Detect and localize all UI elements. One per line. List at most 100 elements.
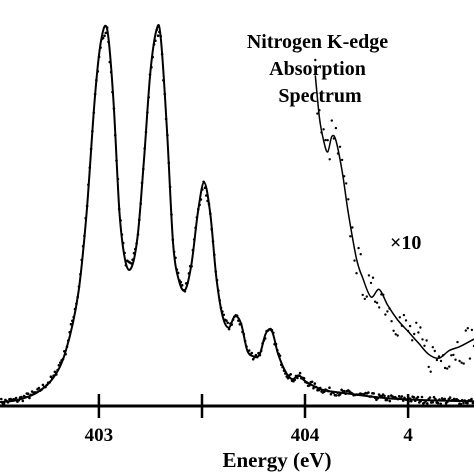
data-point: [443, 397, 447, 401]
data-point: [431, 346, 434, 349]
fit-curve-x10: [314, 75, 474, 360]
data-point: [413, 332, 416, 336]
data-points: [0, 26, 474, 407]
scale-factor-label: ×10: [390, 232, 421, 254]
data-point: [14, 396, 18, 400]
data-point: [439, 359, 443, 363]
data-point: [437, 355, 441, 358]
data-point: [347, 198, 350, 201]
data-point: [468, 357, 472, 360]
data-point: [386, 310, 389, 313]
data-point: [425, 339, 428, 342]
title-line-2: Absorption: [269, 58, 366, 80]
data-point: [411, 339, 414, 342]
data-point: [385, 398, 389, 402]
data-point: [369, 281, 373, 285]
data-point: [326, 139, 329, 142]
data-point: [421, 338, 424, 341]
x-tick-label: 4: [403, 425, 413, 446]
data-point: [355, 272, 358, 275]
data-point: [383, 394, 386, 398]
data-point: [390, 320, 393, 323]
data-point: [470, 328, 474, 332]
data-point: [400, 395, 404, 398]
x-axis-label: Energy (eV): [222, 448, 331, 472]
data-point: [357, 246, 360, 250]
data-point: [373, 300, 377, 303]
data-point: [328, 386, 331, 390]
data-point: [367, 274, 371, 277]
data-point: [322, 128, 325, 131]
data-point: [404, 319, 408, 322]
data-point: [2, 402, 6, 405]
data-point: [439, 402, 443, 406]
data-point: [458, 359, 461, 363]
data-point: [324, 138, 327, 142]
data-point: [396, 334, 399, 337]
data-point: [313, 382, 317, 385]
data-point: [156, 34, 160, 37]
data-point: [289, 373, 293, 376]
data-point: [41, 383, 45, 387]
data-point: [388, 399, 392, 403]
fit-curve: [0, 24, 474, 404]
data-point: [398, 316, 401, 319]
data-point: [387, 395, 390, 398]
data-point: [298, 371, 302, 375]
title-line-1: Nitrogen K-edge: [247, 31, 388, 53]
data-point: [462, 362, 465, 365]
data-point: [384, 313, 387, 316]
data-point: [349, 235, 352, 238]
data-point: [310, 380, 314, 384]
data-point: [454, 358, 457, 361]
data-point: [0, 397, 3, 401]
data-point: [334, 126, 338, 130]
data-point: [334, 394, 338, 397]
data-point: [471, 401, 474, 405]
data-point: [402, 313, 406, 317]
x-tick-label: 403: [85, 425, 114, 446]
data-point: [420, 395, 424, 399]
data-point: [251, 357, 255, 361]
data-point: [375, 301, 379, 304]
data-point: [363, 297, 366, 301]
data-point: [408, 324, 412, 328]
data-point: [330, 119, 333, 122]
data-point: [446, 367, 449, 370]
data-point: [448, 365, 451, 368]
data-point: [372, 392, 376, 395]
data-point: [314, 58, 317, 62]
data-point: [312, 386, 315, 390]
data-point: [429, 370, 432, 373]
data-point: [367, 391, 370, 394]
data-point: [452, 353, 455, 357]
data-point: [338, 145, 342, 148]
data-point: [433, 349, 436, 353]
data-point: [460, 361, 463, 364]
data-point: [226, 321, 229, 325]
data-point: [431, 401, 435, 404]
data-point: [466, 401, 469, 405]
data-point: [365, 295, 368, 298]
data-point: [436, 401, 440, 405]
data-point: [225, 319, 228, 322]
data-point: [371, 276, 375, 279]
data-point: [26, 392, 30, 396]
data-point: [329, 392, 333, 396]
data-point: [21, 399, 25, 403]
data-point: [345, 182, 348, 185]
data-point: [417, 331, 420, 334]
data-point: [316, 112, 319, 115]
data-point: [412, 396, 416, 399]
data-point: [37, 386, 41, 390]
data-point: [443, 366, 447, 370]
data-point: [428, 396, 432, 399]
data-point: [378, 306, 381, 309]
data-point: [343, 389, 346, 393]
data-point: [353, 259, 356, 262]
data-point: [103, 34, 106, 38]
data-point: [419, 326, 422, 329]
data-point: [397, 395, 401, 398]
data-point: [394, 333, 397, 336]
